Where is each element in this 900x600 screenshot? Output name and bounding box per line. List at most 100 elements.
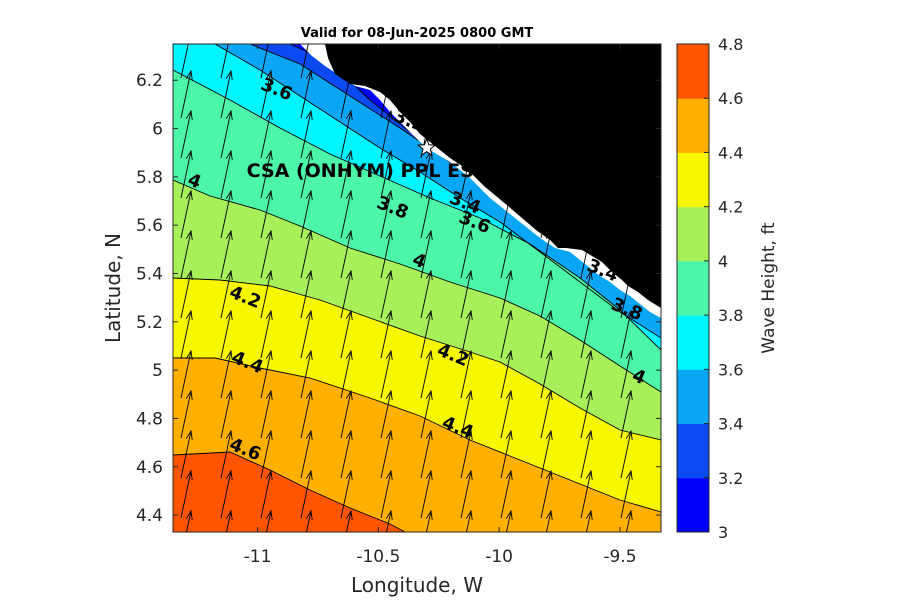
- direction-arrow-head: [585, 509, 593, 521]
- direction-arrow: [540, 110, 552, 159]
- direction-arrow-head: [385, 149, 393, 161]
- direction-arrow-head: [545, 109, 553, 121]
- direction-arrow-head: [265, 349, 273, 361]
- direction-arrow: [300, 150, 312, 199]
- direction-arrow: [260, 70, 272, 119]
- direction-arrow-head: [305, 509, 313, 521]
- direction-arrow-head: [545, 429, 553, 441]
- direction-arrow: [180, 310, 192, 359]
- direction-arrow: [220, 350, 232, 399]
- direction-arrow: [380, 390, 392, 439]
- y-tick-label: 4.4: [136, 506, 163, 526]
- direction-arrow: [460, 350, 472, 399]
- y-axis-label: Latitude, N: [101, 233, 125, 343]
- direction-arrow: [580, 270, 592, 319]
- direction-arrow-head: [385, 269, 393, 281]
- direction-arrow-head: [505, 269, 513, 281]
- direction-arrow: [500, 430, 512, 479]
- direction-arrow-head: [465, 389, 473, 401]
- direction-arrow: [306, 510, 312, 532]
- direction-arrow-head: [666, 391, 672, 400]
- direction-arrow-head: [185, 189, 193, 201]
- direction-arrow: [380, 110, 392, 159]
- direction-arrow-head: [345, 229, 353, 241]
- direction-arrow: [580, 110, 592, 159]
- direction-arrow: [420, 270, 432, 319]
- direction-arrow: [180, 190, 192, 239]
- direction-arrow-head: [345, 69, 353, 81]
- direction-arrow: [460, 70, 472, 119]
- direction-arrow-head: [265, 389, 273, 401]
- direction-arrow: [580, 190, 592, 239]
- direction-arrow: [420, 350, 432, 399]
- direction-arrow-head: [505, 229, 513, 241]
- direction-arrow: [500, 150, 512, 199]
- direction-arrow-head: [585, 309, 593, 321]
- direction-arrow-head: [625, 309, 633, 321]
- direction-arrow: [420, 44, 429, 79]
- colorbar-tick-label: 4.8: [718, 35, 743, 54]
- direction-arrow-head: [625, 509, 633, 521]
- direction-arrow: [540, 430, 552, 479]
- direction-arrow-head: [545, 309, 553, 321]
- direction-arrow: [500, 44, 509, 79]
- direction-arrow: [660, 115, 661, 118]
- direction-arrow: [620, 44, 629, 79]
- chart-title: Valid for 08-Jun-2025 0800 GMT: [301, 26, 534, 41]
- direction-arrow-head: [385, 69, 393, 81]
- direction-arrow-head: [625, 109, 633, 121]
- direction-arrow-head: [626, 31, 632, 40]
- direction-arrow-head: [505, 309, 513, 321]
- x-tick-label: -11: [244, 547, 272, 567]
- direction-arrow: [540, 470, 552, 519]
- direction-arrow-head: [225, 229, 233, 241]
- direction-arrow: [340, 470, 352, 519]
- direction-arrow-head: [425, 349, 433, 361]
- direction-arrow: [260, 150, 272, 199]
- direction-arrow-head: [625, 149, 633, 161]
- direction-arrow-head: [185, 109, 193, 121]
- direction-arrow-head: [465, 429, 473, 441]
- direction-arrow: [500, 110, 512, 159]
- direction-arrow: [380, 270, 392, 319]
- direction-arrow-head: [666, 271, 672, 280]
- contour-line-3.8: [173, 69, 661, 351]
- direction-arrow: [180, 270, 192, 319]
- direction-arrow-head: [186, 31, 192, 40]
- direction-arrow-head: [585, 469, 593, 481]
- direction-arrow-head: [465, 509, 473, 521]
- direction-arrow: [660, 235, 661, 238]
- direction-arrow-head: [385, 309, 393, 321]
- y-tick-label: 4.6: [136, 458, 163, 478]
- direction-arrow: [340, 390, 352, 439]
- direction-arrow: [620, 430, 632, 479]
- colorbar-segment: [677, 369, 709, 425]
- direction-arrow: [500, 470, 512, 519]
- direction-arrow: [300, 110, 312, 159]
- direction-arrow-head: [425, 109, 433, 121]
- direction-arrow: [340, 310, 352, 359]
- direction-arrow: [540, 230, 552, 279]
- x-tick-label: -10: [485, 547, 513, 567]
- direction-arrow: [380, 230, 392, 279]
- direction-arrow: [500, 390, 512, 439]
- direction-arrow: [220, 430, 232, 479]
- direction-arrow-head: [185, 469, 193, 481]
- direction-arrow: [460, 230, 472, 279]
- direction-arrow-head: [185, 149, 193, 161]
- direction-arrow: [260, 390, 272, 439]
- direction-arrow: [580, 430, 592, 479]
- direction-arrow: [380, 70, 392, 119]
- direction-arrow-head: [425, 229, 433, 241]
- direction-arrow: [580, 390, 592, 439]
- contour-line-3.6: [214, 44, 661, 339]
- y-tick-label: 5.2: [136, 313, 163, 333]
- direction-arrow: [460, 150, 472, 199]
- direction-arrow: [420, 70, 432, 119]
- colorbar-segment: [677, 152, 709, 208]
- direction-arrow-head: [345, 389, 353, 401]
- direction-arrow-head: [385, 469, 393, 481]
- direction-arrow: [220, 310, 232, 359]
- direction-arrow-head: [465, 69, 473, 81]
- direction-arrow-head: [666, 111, 672, 120]
